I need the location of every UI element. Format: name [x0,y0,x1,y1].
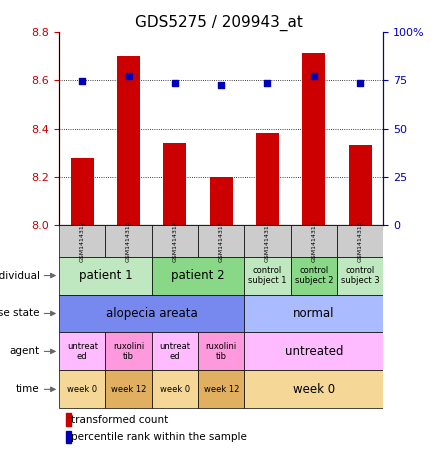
Text: week 0: week 0 [67,385,97,394]
Text: GSM1414318: GSM1414318 [357,220,363,262]
Text: normal: normal [293,307,335,320]
FancyBboxPatch shape [244,225,291,256]
FancyBboxPatch shape [59,333,106,371]
FancyBboxPatch shape [244,256,291,294]
FancyBboxPatch shape [198,225,244,256]
Text: alopecia areata: alopecia areata [106,307,198,320]
FancyBboxPatch shape [337,256,383,294]
Text: GSM1414316: GSM1414316 [265,220,270,262]
Text: week 0: week 0 [160,385,190,394]
Bar [66,414,71,426]
FancyBboxPatch shape [291,225,337,256]
Text: untreat
ed: untreat ed [67,342,98,361]
Text: untreat
ed: untreat ed [159,342,191,361]
FancyBboxPatch shape [152,371,198,408]
Text: untreated: untreated [285,345,343,358]
Bar [163,143,187,225]
FancyBboxPatch shape [59,225,106,256]
Text: GSM1414317: GSM1414317 [311,220,316,262]
Bar [71,158,94,225]
Text: control
subject 2: control subject 2 [294,266,333,285]
Text: GSM1414315: GSM1414315 [219,220,224,262]
Point [171,79,178,87]
FancyBboxPatch shape [244,294,383,333]
Text: GSM1414314: GSM1414314 [173,220,177,262]
Text: GSM1414313: GSM1414313 [126,220,131,262]
Text: control
subject 1: control subject 1 [248,266,287,285]
Point [264,79,271,87]
Text: control
subject 3: control subject 3 [341,266,379,285]
FancyBboxPatch shape [106,333,152,371]
FancyBboxPatch shape [291,256,337,294]
Text: ruxolini
tib: ruxolini tib [113,342,144,361]
Text: ruxolini
tib: ruxolini tib [205,342,237,361]
Text: week 12: week 12 [111,385,146,394]
FancyBboxPatch shape [198,371,244,408]
Text: week 0: week 0 [293,383,335,396]
FancyBboxPatch shape [152,256,244,294]
FancyBboxPatch shape [244,371,383,408]
FancyBboxPatch shape [152,333,198,371]
Text: GDS5275 / 209943_at: GDS5275 / 209943_at [135,14,303,31]
Point [357,79,364,87]
FancyBboxPatch shape [106,371,152,408]
FancyBboxPatch shape [244,333,383,371]
Text: percentile rank within the sample: percentile rank within the sample [71,432,247,442]
Bar [117,56,140,225]
Bar [349,145,372,225]
Point [218,82,225,89]
FancyBboxPatch shape [106,225,152,256]
Bar [210,177,233,225]
Bar [256,133,279,225]
Text: patient 1: patient 1 [78,269,132,282]
Text: time: time [16,384,40,395]
FancyBboxPatch shape [59,294,244,333]
FancyBboxPatch shape [198,333,244,371]
Bar [302,53,325,225]
Text: GSM1414312: GSM1414312 [80,220,85,262]
FancyBboxPatch shape [59,371,106,408]
Text: individual: individual [0,270,40,280]
FancyBboxPatch shape [337,225,383,256]
Text: week 12: week 12 [204,385,239,394]
Bar [66,431,71,443]
Point [79,77,86,85]
FancyBboxPatch shape [59,256,152,294]
Point [310,72,317,80]
FancyBboxPatch shape [152,225,198,256]
Text: disease state: disease state [0,308,40,318]
Text: agent: agent [10,347,40,357]
Text: patient 2: patient 2 [171,269,225,282]
Text: transformed count: transformed count [71,414,169,424]
Point [125,72,132,80]
